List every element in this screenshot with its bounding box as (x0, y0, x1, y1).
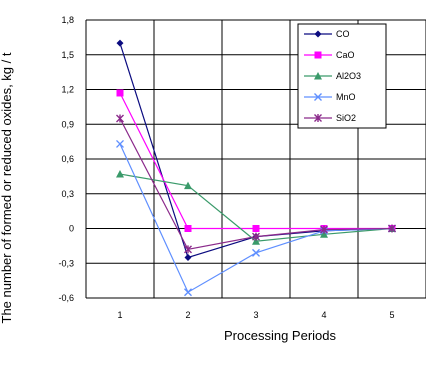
data-point-sio2 (320, 225, 328, 234)
data-point-mno (116, 139, 124, 148)
x-tick-label: 3 (253, 310, 258, 320)
legend-label-co: CO (336, 29, 350, 39)
data-point-mno (252, 248, 260, 257)
data-point-sio2 (252, 232, 260, 241)
data-point-co (184, 253, 192, 261)
legend-marker-sio2 (314, 114, 322, 122)
data-point-mno (184, 288, 192, 297)
legend-label-al2o3: Al2O3 (336, 71, 361, 81)
data-point-al2o3 (184, 181, 192, 190)
y-tick-label: 1,8 (61, 15, 74, 25)
data-point-cao (116, 89, 124, 97)
data-point-al2o3 (320, 230, 328, 238)
legend-marker-cao (314, 51, 322, 59)
y-tick-label: 0 (69, 224, 74, 234)
data-point-cao (184, 225, 192, 232)
tick-labels: 1,8 1,5 1,2 0,9 0,6 0,3 0 -0,3 -0,6 1 2 3 4 5 (58, 15, 394, 320)
y-tick-label: 0,9 (61, 119, 74, 129)
data-point-co (116, 39, 124, 47)
legend: CO CaO Al2O3 MnO SiO2 (297, 23, 387, 129)
data-point-sio2 (388, 224, 396, 233)
data-point-cao (252, 225, 260, 232)
series-group (116, 39, 396, 297)
x-tick-label: 1 (117, 310, 122, 320)
legend-marker-al2o3 (314, 72, 322, 80)
legend-marker-mno (314, 93, 322, 101)
y-tick-label: -0,3 (58, 258, 74, 268)
data-point-al2o3 (252, 237, 260, 245)
y-tick-label: -0,6 (58, 293, 74, 303)
y-axis-title: The number of formed or reduced oxides, … (0, 52, 14, 323)
legend-label-sio2: SiO2 (336, 113, 356, 123)
x-tick-label: 5 (389, 310, 394, 320)
x-tick-label: 2 (185, 310, 190, 320)
series-line-mno (119, 143, 393, 294)
legend-marker-co (314, 30, 322, 38)
data-point-sio2 (116, 114, 124, 123)
legend-label-cao: CaO (336, 50, 355, 60)
y-tick-label: 0,3 (61, 189, 74, 199)
y-tick-label: 0,6 (61, 154, 74, 164)
y-tick-label: 1,5 (61, 50, 74, 60)
data-point-al2o3 (116, 170, 124, 178)
data-point-sio2 (184, 245, 192, 254)
x-tick-label: 4 (321, 310, 326, 320)
legend-label-mno: MnO (336, 92, 356, 102)
x-axis-title: Processing Periods (224, 328, 336, 343)
y-tick-label: 1,2 (61, 85, 74, 95)
